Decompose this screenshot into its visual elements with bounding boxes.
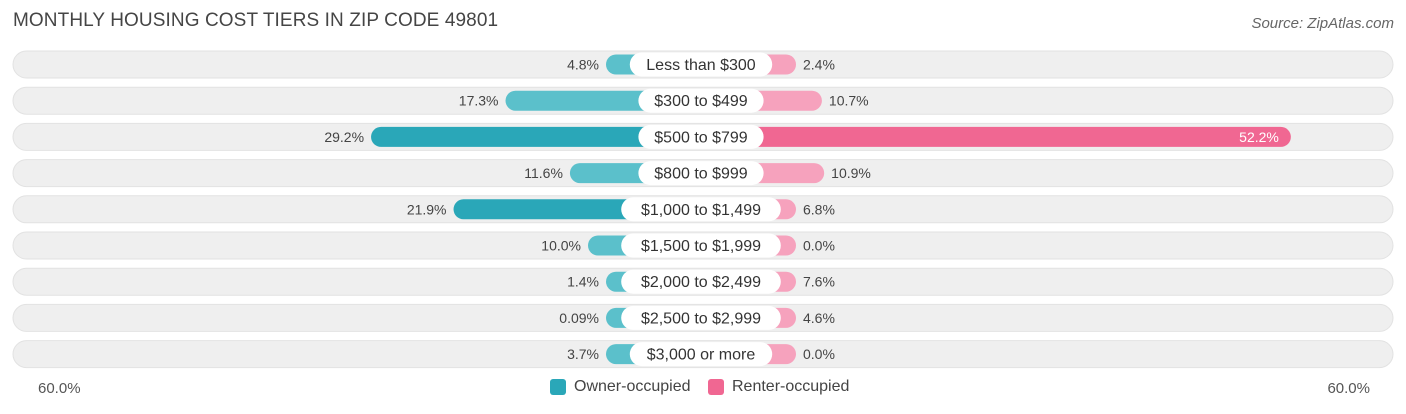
value-label-owner: 11.6% [524, 165, 563, 181]
bar-owner [371, 126, 701, 147]
axis-left-label: 60.0% [38, 380, 81, 397]
legend-swatch-owner [550, 379, 566, 395]
category-label: Less than $300 [646, 57, 756, 74]
legend-swatch-renter [708, 379, 724, 395]
legend-item-owner[interactable]: Owner-occupied [550, 378, 691, 396]
chart-title: MONTHLY HOUSING COST TIERS IN ZIP CODE 4… [13, 10, 499, 31]
category-label-pill [621, 269, 781, 294]
value-label-renter: 10.7% [829, 93, 869, 109]
value-label-renter: 6.8% [803, 201, 835, 217]
category-label: $3,000 or more [647, 347, 756, 364]
category-label: $2,000 to $2,499 [641, 274, 761, 291]
value-label-owner: 3.7% [567, 346, 599, 362]
value-label-owner: 21.9% [407, 201, 447, 217]
value-label-renter: 7.6% [803, 274, 835, 290]
value-label-renter: 4.6% [803, 310, 835, 326]
category-label-pill [629, 342, 773, 367]
value-label-owner: 1.4% [567, 274, 599, 290]
value-label-owner: 4.8% [567, 57, 599, 73]
value-label-renter: 52.2% [1239, 129, 1279, 145]
legend-label-renter: Renter-occupied [732, 378, 850, 395]
bar-renter [701, 126, 1291, 147]
category-label-pill [638, 161, 764, 186]
source-credit: Source: ZipAtlas.com [1251, 15, 1394, 32]
category-label-pill [621, 197, 781, 222]
legend-item-renter[interactable]: Renter-occupied [708, 378, 849, 396]
category-label-pill [621, 305, 781, 330]
category-label: $800 to $999 [654, 166, 748, 183]
value-label-renter: 10.9% [831, 165, 871, 181]
category-label-pill [638, 124, 764, 149]
value-label-renter: 0.0% [803, 346, 835, 362]
value-label-owner: 29.2% [324, 129, 364, 145]
axis-right-label: 60.0% [1327, 380, 1370, 397]
value-label-owner: 10.0% [541, 238, 581, 254]
category-label: $1,000 to $1,499 [641, 202, 761, 219]
category-label: $300 to $499 [654, 93, 748, 110]
category-label: $500 to $799 [654, 129, 748, 146]
category-label: $1,500 to $1,999 [641, 238, 761, 255]
category-label-pill [638, 88, 764, 113]
value-label-owner: 0.09% [559, 310, 599, 326]
value-label-owner: 17.3% [459, 93, 499, 109]
category-label: $2,500 to $2,999 [641, 310, 761, 327]
legend-label-owner: Owner-occupied [574, 378, 691, 395]
category-label-pill [621, 233, 781, 258]
legend: Owner-occupied Renter-occupied [0, 378, 1406, 400]
value-label-renter: 0.0% [803, 238, 835, 254]
value-label-renter: 2.4% [803, 57, 835, 73]
category-label-pill [629, 52, 773, 77]
